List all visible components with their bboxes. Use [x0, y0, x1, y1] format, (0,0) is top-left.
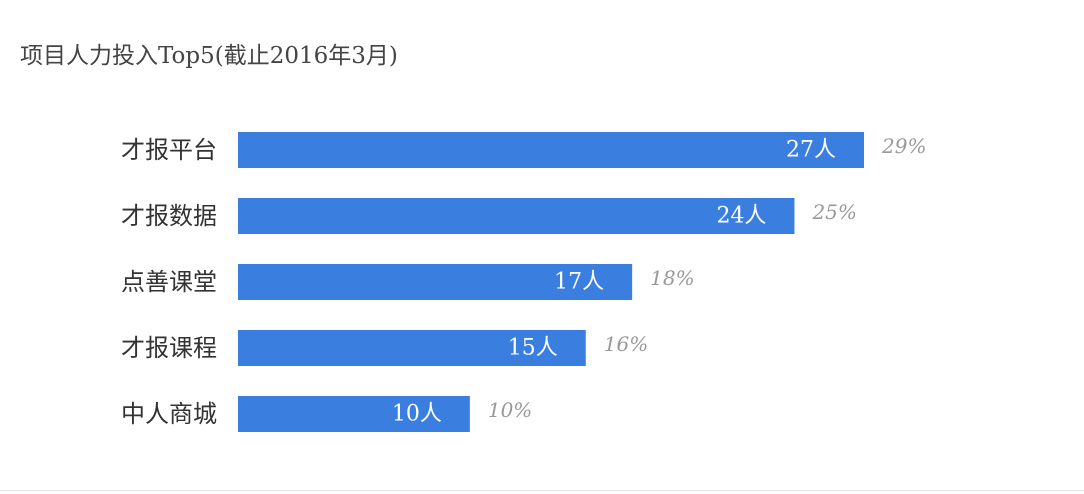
bar-value-label: 24人	[716, 204, 766, 229]
category-label: 才报平台	[121, 136, 217, 164]
percent-label: 10%	[488, 398, 532, 422]
bar-value-label: 10人	[392, 402, 442, 427]
chart-title: 项目人力投入Top5(截止2016年3月)	[20, 43, 398, 69]
bar-value-label: 17人	[554, 270, 604, 295]
category-label: 中人商城	[121, 400, 217, 428]
percent-label: 16%	[604, 332, 648, 356]
bar	[238, 132, 864, 168]
bar	[238, 264, 633, 300]
category-label: 才报课程	[121, 334, 217, 362]
bar-value-label: 15人	[508, 336, 558, 361]
bar	[238, 198, 795, 234]
category-label: 才报数据	[121, 202, 217, 230]
bottom-divider	[0, 490, 1084, 491]
percent-label: 18%	[650, 266, 694, 290]
category-label: 点善课堂	[121, 268, 217, 296]
percent-label: 29%	[881, 134, 926, 158]
bar-value-label: 27人	[786, 138, 836, 163]
bar	[238, 330, 586, 366]
percent-label: 25%	[811, 200, 856, 224]
bar	[238, 396, 470, 432]
